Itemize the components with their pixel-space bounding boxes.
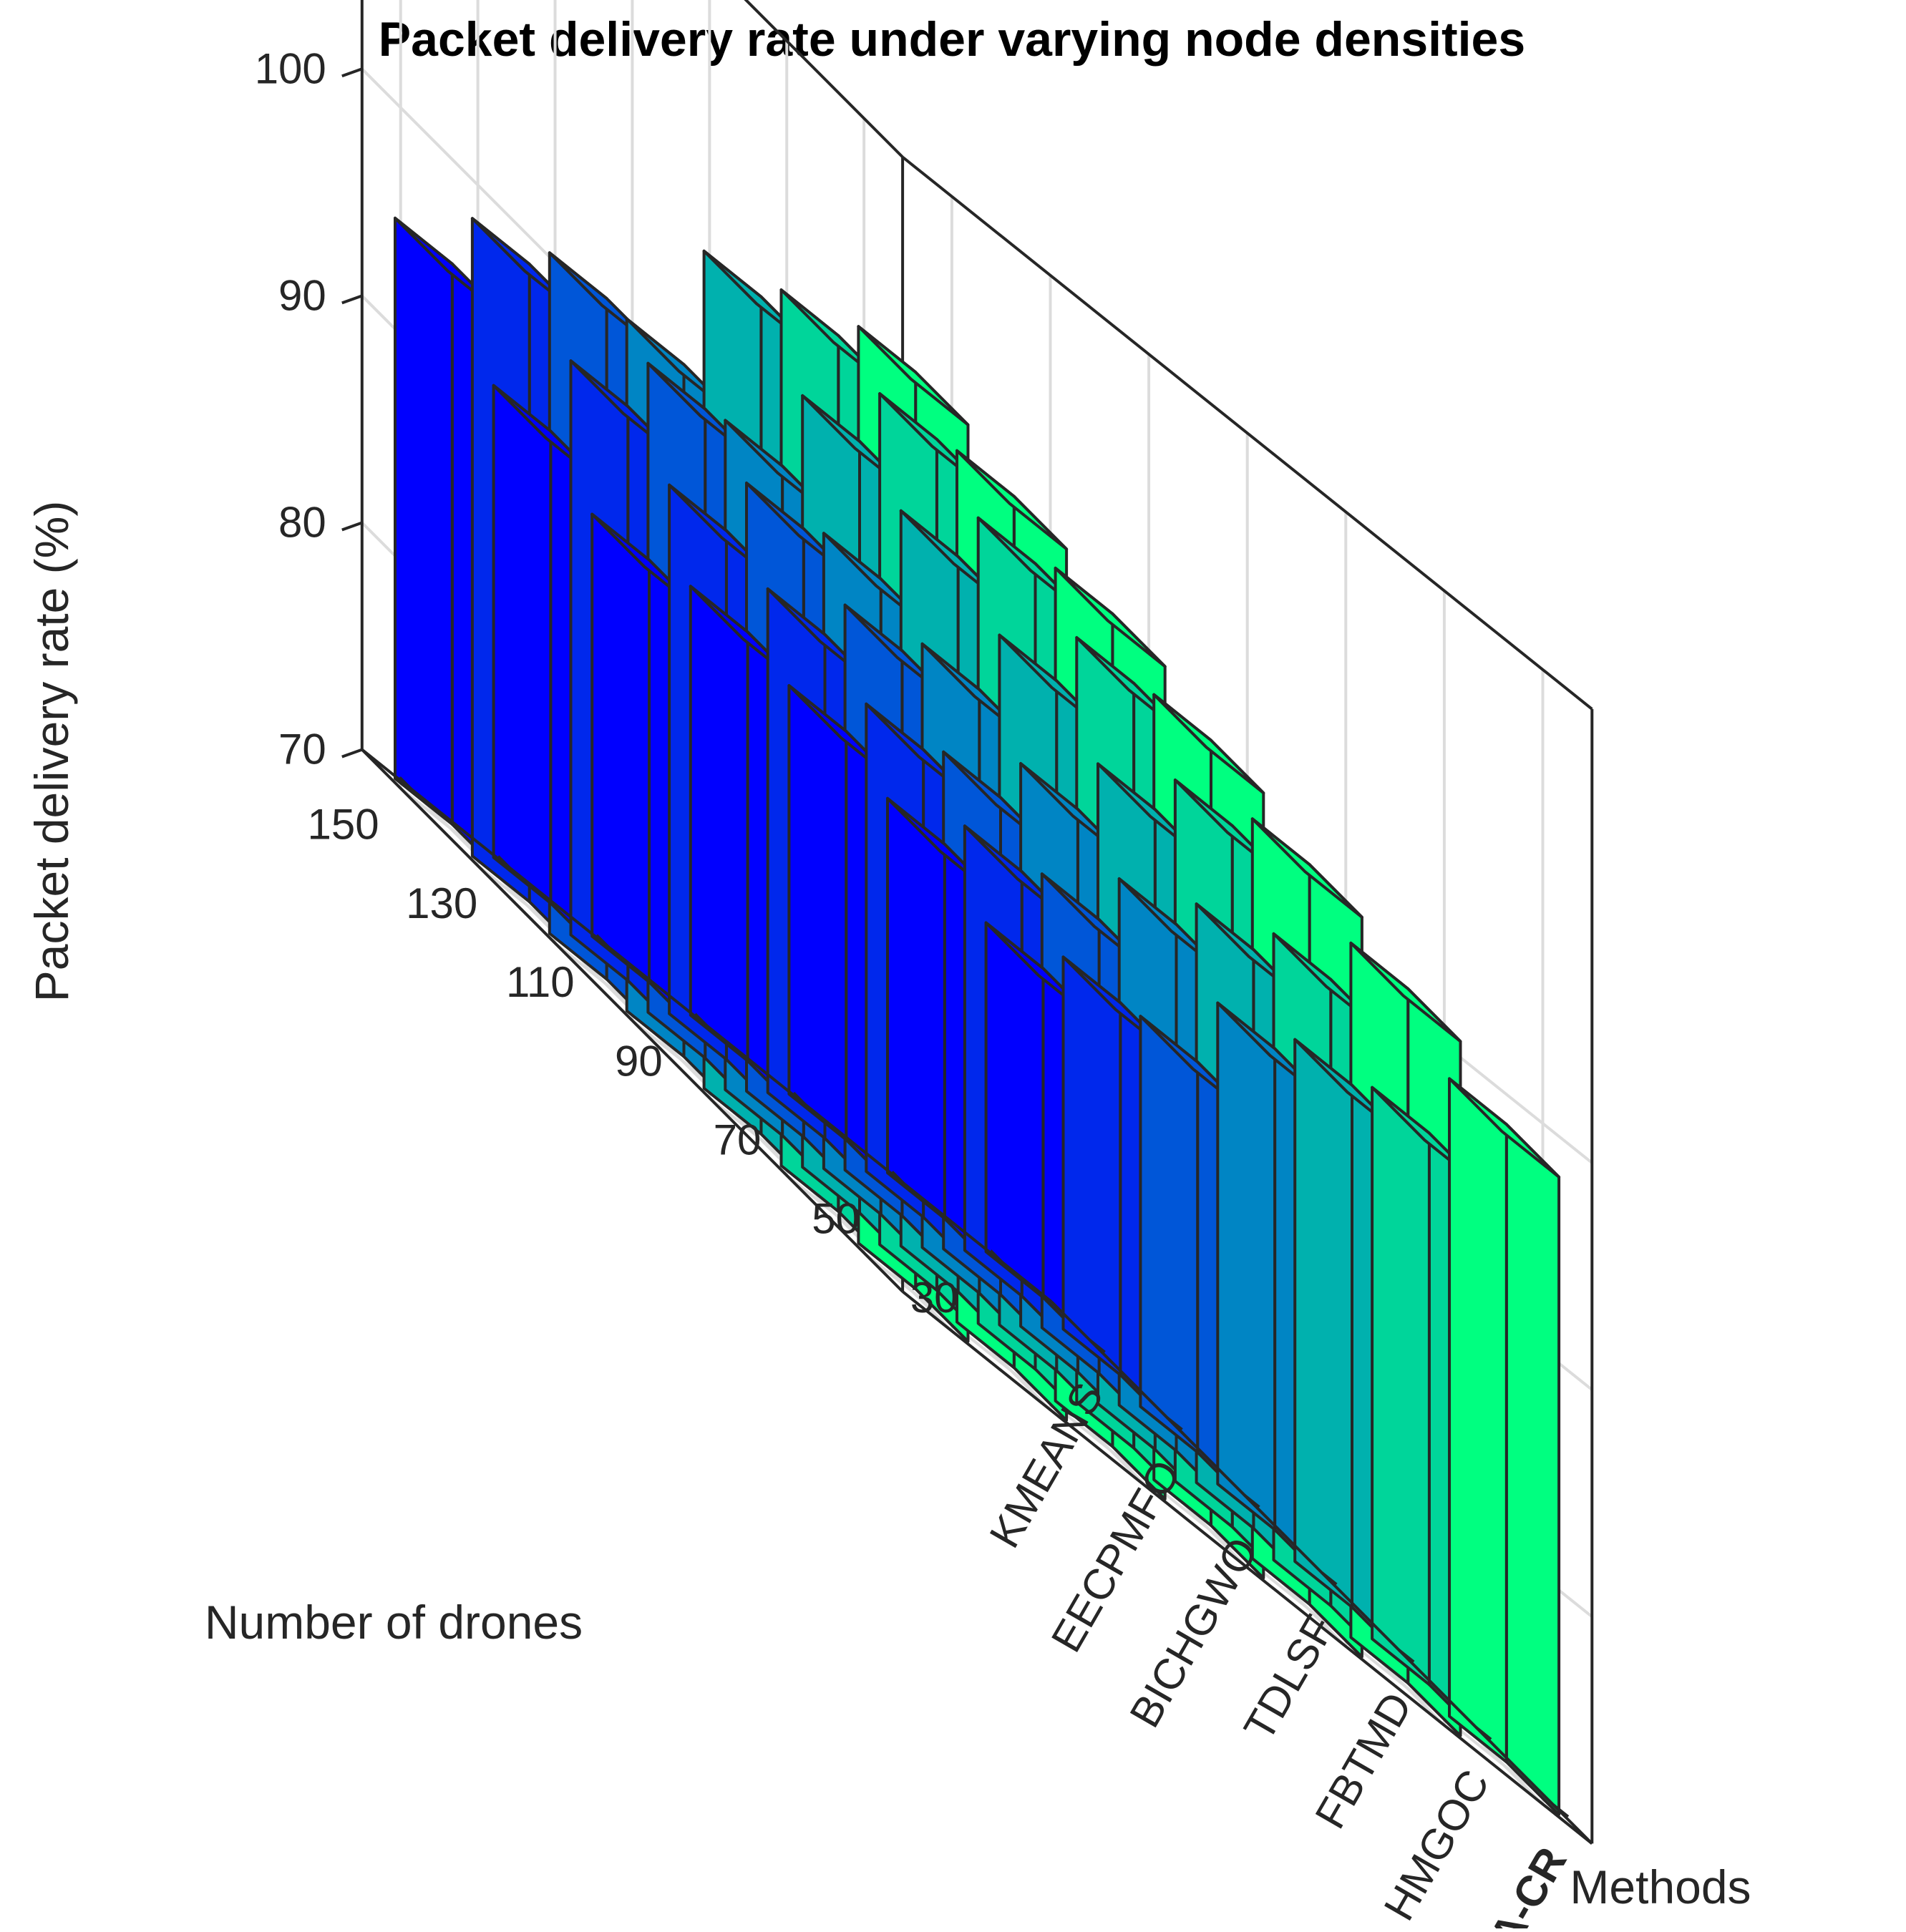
y-tick xyxy=(595,934,610,948)
y-tick xyxy=(792,1091,807,1106)
x-tick xyxy=(1321,1571,1338,1586)
z-tick-label: 80 xyxy=(278,499,326,547)
y-tick xyxy=(890,1171,905,1185)
front-axes xyxy=(341,67,1593,1845)
bars-group xyxy=(394,216,1561,1816)
x-tick xyxy=(1243,1493,1260,1508)
box-edge xyxy=(901,1290,1593,1845)
bar-face-top xyxy=(1250,817,1363,919)
z-tick-label: 100 xyxy=(255,44,326,92)
x-tick-label: WAA-CR xyxy=(1446,1839,1575,1928)
z-tick-label: 70 xyxy=(278,726,326,774)
z-tick xyxy=(341,294,363,305)
bar-face-top xyxy=(857,325,970,426)
y-tick xyxy=(989,1249,1003,1264)
y-tick xyxy=(694,1013,708,1027)
bar xyxy=(492,384,605,957)
bar-face-left xyxy=(1448,1077,1508,1764)
z-tick xyxy=(341,67,363,78)
bar-face-top xyxy=(956,449,1069,551)
x-tick-label: BICHGWO xyxy=(1120,1530,1267,1736)
bar-face-left xyxy=(1293,1038,1353,1609)
y-tick-label: 150 xyxy=(308,801,379,849)
bar-face-left xyxy=(787,684,848,1141)
bar-face-top xyxy=(1152,693,1265,795)
x-tick xyxy=(1166,1416,1183,1431)
z-axis-label: Packet delivery rate (%) xyxy=(25,501,78,1002)
x-tick xyxy=(1475,1726,1492,1741)
y-tick-label: 30 xyxy=(910,1274,958,1322)
z-tick-label: 90 xyxy=(278,271,326,319)
bar-face-left xyxy=(689,585,749,1063)
bar-face-left xyxy=(1139,1015,1200,1454)
x-tick xyxy=(1089,1339,1106,1354)
y-tick xyxy=(497,855,511,869)
bar-face-left xyxy=(1371,1085,1431,1687)
bar-face-top xyxy=(1054,566,1167,668)
bar-face-left xyxy=(394,216,454,826)
bar-face-top xyxy=(1448,1077,1561,1179)
y-axis-label: Number of drones xyxy=(205,1596,583,1649)
z-tick xyxy=(341,521,363,532)
bar-face-left xyxy=(1061,955,1122,1377)
bar-face-left xyxy=(590,512,651,984)
z-tick xyxy=(341,748,363,758)
box-edge xyxy=(361,748,904,1293)
box-edge xyxy=(901,155,1593,711)
y-tick-label: 70 xyxy=(714,1116,762,1164)
y-tick-label: 50 xyxy=(812,1195,860,1243)
bar-face-left xyxy=(984,921,1045,1299)
box-edge xyxy=(744,0,904,158)
bar-face-left xyxy=(886,796,946,1220)
x-axis-label: Methods xyxy=(1570,1860,1751,1913)
x-tick-label: FBTMD xyxy=(1305,1684,1421,1836)
bar-face-left xyxy=(492,384,553,905)
x-tick xyxy=(1552,1803,1570,1818)
x-tick-label: TDLSF xyxy=(1235,1607,1344,1749)
x-tick xyxy=(1398,1649,1415,1663)
y-tick-label: 110 xyxy=(506,958,575,1006)
bar-face-left xyxy=(1216,1001,1277,1531)
chart-title: Packet delivery rate under varying node … xyxy=(379,12,1525,67)
x-tick-label: HMGOC xyxy=(1375,1762,1499,1928)
y-tick xyxy=(398,776,413,791)
bar-face-front xyxy=(1504,1123,1561,1816)
bar-face-top xyxy=(1349,941,1462,1043)
y-tick-label: 130 xyxy=(406,879,477,927)
bar xyxy=(1448,1077,1561,1816)
y-tick-label: 90 xyxy=(615,1037,663,1085)
